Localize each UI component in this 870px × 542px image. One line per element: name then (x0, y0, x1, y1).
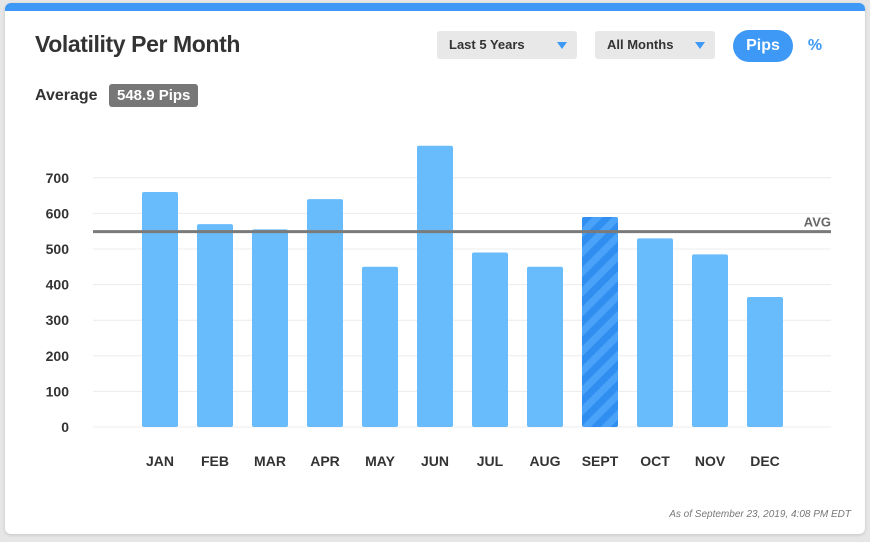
bar-dec (747, 297, 783, 427)
bar-jul (472, 252, 508, 427)
average-label: Average (35, 87, 98, 104)
x-tick-label-jan: JAN (146, 453, 174, 469)
bar-aug (527, 266, 563, 427)
bar-apr (307, 199, 343, 427)
x-axis-ticks: JAN FEB MAR APR MAY JUN JUL AUG SEPT OCT NOV DEC (146, 453, 780, 469)
y-tick-label: 500 (46, 241, 70, 257)
bar-may (362, 266, 398, 427)
x-tick-label-oct: OCT (640, 453, 670, 469)
y-tick-label: 0 (61, 419, 69, 435)
x-tick-label-jun: JUN (421, 453, 449, 469)
chevron-down-icon (695, 42, 705, 49)
percent-toggle-button[interactable]: % (807, 37, 823, 54)
x-tick-label-nov: NOV (695, 453, 726, 469)
pips-toggle-button[interactable]: Pips (733, 30, 793, 62)
y-tick-label: 400 (46, 277, 70, 293)
period-dropdown-value: Last 5 Years (449, 37, 525, 52)
volatility-card: Volatility Per Month Last 5 Years All Mo… (5, 3, 865, 534)
bar-jan (142, 192, 178, 427)
volatility-bar-chart: 0 100 200 300 400 500 600 700 JAN FEB MAR APR MAY JU… (46, 145, 831, 469)
bar-feb (197, 224, 233, 427)
y-tick-label: 100 (46, 383, 70, 399)
period-dropdown[interactable]: Last 5 Years (437, 31, 577, 59)
x-tick-label-mar: MAR (254, 453, 286, 469)
average-line-label: AVG (804, 215, 831, 230)
x-tick-label-sept: SEPT (582, 453, 619, 469)
months-dropdown[interactable]: All Months (595, 31, 715, 59)
bars (142, 145, 783, 427)
x-tick-label-aug: AUG (529, 453, 560, 469)
bar-mar (252, 229, 288, 427)
average-value-badge: 548.9 Pips (109, 84, 199, 107)
x-tick-label-dec: DEC (750, 453, 780, 469)
y-tick-label: 600 (46, 205, 70, 221)
bar-sept (582, 216, 618, 427)
y-tick-label: 700 (46, 170, 70, 186)
timestamp-footer: As of September 23, 2019, 4:08 PM EDT (669, 509, 851, 520)
y-axis-ticks: 0 100 200 300 400 500 600 700 (46, 170, 70, 435)
y-tick-label: 200 (46, 348, 70, 364)
bar-nov (692, 254, 728, 427)
months-dropdown-value: All Months (607, 37, 674, 52)
average-line-group: AVG (93, 215, 831, 234)
x-tick-label-jul: JUL (477, 453, 504, 469)
page-title: Volatility Per Month (35, 31, 240, 57)
bar-oct (637, 238, 673, 427)
top-accent-bar (5, 3, 865, 11)
bar-jun (417, 145, 453, 427)
x-tick-label-apr: APR (310, 453, 340, 469)
x-tick-label-may: MAY (365, 453, 395, 469)
y-tick-label: 300 (46, 312, 70, 328)
x-tick-label-feb: FEB (201, 453, 229, 469)
chevron-down-icon (557, 42, 567, 49)
